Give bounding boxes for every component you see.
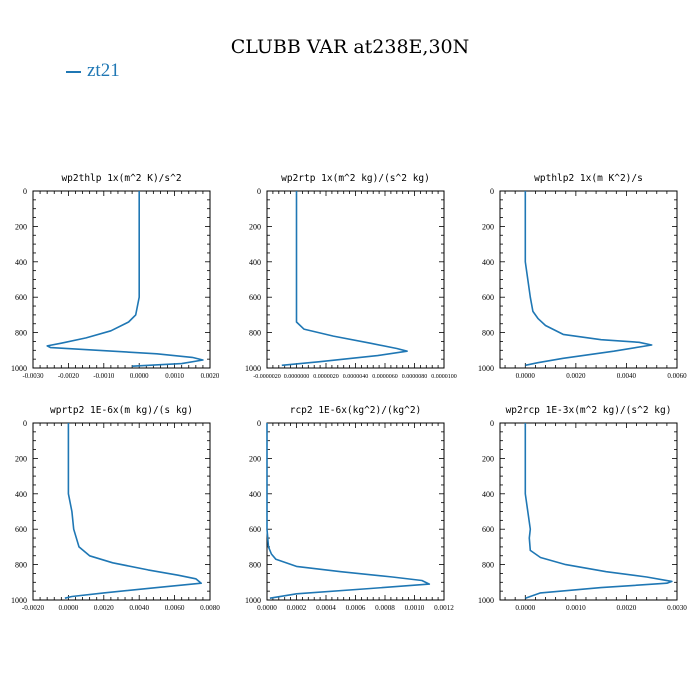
- panel-2: wp2rtp 1x(m^2 kg)/(s^2 kg) 0 200 400 600 800 1…: [245, 173, 457, 380]
- y-tick-label: 0: [23, 187, 27, 196]
- y-tick-label: 200: [15, 454, 27, 463]
- panel-frame: [32, 190, 211, 369]
- panel-3: wpthlp2 1x(m K^2)/s 0 200 400 600 800 1000 0.00…: [478, 173, 687, 380]
- panel-frame: [32, 422, 211, 601]
- x-tick-label: 0.0000020: [313, 374, 339, 380]
- x-tick-label: 0.0030: [667, 604, 687, 612]
- series-line: [46, 191, 204, 367]
- x-tick-label: -0.0020: [22, 604, 45, 612]
- y-tick-label: 600: [249, 525, 261, 534]
- panel-frame: [266, 190, 445, 369]
- y-tick-label: 0: [490, 187, 494, 196]
- x-tick-label: 0.0020: [201, 373, 220, 380]
- panel-frame: [499, 422, 678, 601]
- series-line: [64, 423, 202, 599]
- y-tick-label: 400: [482, 490, 494, 499]
- y-tick-label: 200: [482, 454, 494, 463]
- panel-1: wp2thlp 1x(m^2 K)/s^202004006008001000-0…: [11, 173, 220, 380]
- x-tick-label: 0.0000: [257, 604, 277, 612]
- y-tick-label: 800: [249, 329, 261, 338]
- y-tick-label: 800: [15, 329, 27, 338]
- y-tick-label: 1000: [11, 364, 27, 373]
- x-tick-label: 0.0020: [566, 372, 586, 380]
- series-line: [524, 191, 653, 367]
- x-tick-label: 0.0000060: [372, 374, 398, 380]
- legend: zt21: [66, 60, 120, 82]
- x-tick-label: 0.0000000: [284, 374, 310, 380]
- panel-4: wprtp2 1E-6x(m kg)/(s kg) 0 200 400 600 800 10…: [11, 405, 220, 612]
- series-line: [266, 423, 431, 599]
- y-tick-label: 800: [15, 561, 27, 570]
- y-tick-label: 200: [482, 222, 494, 231]
- y-tick-label: 400: [249, 490, 261, 499]
- x-tick-label: 0.0012: [434, 604, 454, 612]
- x-tick-label: -0.0000020: [253, 374, 281, 380]
- y-tick-label: 0: [257, 419, 261, 428]
- panel-title: wprtp2 1E-6x(m kg)/(s kg): [50, 405, 193, 416]
- x-tick-label: 0.0020: [617, 604, 637, 612]
- panel-title: wpthlp2 1x(m K^2)/s: [534, 173, 643, 184]
- y-tick-label: 1000: [245, 364, 261, 373]
- y-tick-label: 0: [257, 187, 261, 196]
- y-tick-label: 600: [482, 525, 494, 534]
- y-tick-label: 0: [23, 419, 27, 428]
- legend-label: zt21: [87, 60, 120, 81]
- x-tick-label: 0.0020: [94, 604, 114, 612]
- y-tick-label: 400: [249, 258, 261, 267]
- y-tick-label: 1000: [245, 596, 261, 605]
- legend-line-swatch: [66, 71, 81, 73]
- x-tick-label: 0.0010: [566, 604, 586, 612]
- panel-5: rcp2 1E-6x(kg^2)/(kg^2) 0 200 400 600 800 1000…: [245, 405, 454, 612]
- y-tick-label: 600: [482, 293, 494, 302]
- x-tick-label: 0.0000100: [431, 374, 457, 380]
- y-tick-label: 800: [482, 561, 494, 570]
- x-tick-label: 0.0060: [165, 604, 185, 612]
- panel-frame: [499, 190, 678, 369]
- y-tick-label: 600: [249, 293, 261, 302]
- series-line: [524, 423, 673, 599]
- x-tick-label: 0.0000: [515, 604, 535, 612]
- panel-title: wp2thlp 1x(m^2 K)/s^2: [61, 173, 181, 184]
- x-tick-label: 0.0080: [200, 604, 220, 612]
- series-line: [281, 191, 408, 367]
- x-tick-label: 0.0004: [316, 604, 336, 612]
- x-tick-label: 0.0010: [165, 373, 184, 380]
- figure-title: CLUBB VAR at238E,30N: [230, 36, 470, 58]
- x-tick-label: 0.0010: [405, 604, 425, 612]
- y-tick-label: 1000: [478, 364, 494, 373]
- panel-title: rcp2 1E-6x(kg^2)/(kg^2): [290, 405, 422, 416]
- y-tick-label: 400: [15, 258, 27, 267]
- y-tick-label: 0: [490, 419, 494, 428]
- x-tick-label: 0.0040: [617, 372, 637, 380]
- y-tick-label: 600: [15, 293, 27, 302]
- x-tick-label: -0.0020: [58, 373, 80, 380]
- y-tick-label: 800: [249, 561, 261, 570]
- y-tick-label: 1000: [11, 596, 27, 605]
- x-tick-label: 0.0000040: [343, 374, 369, 380]
- panel-title: wp2rcp 1E-3x(m^2 kg)/(s^2 kg): [506, 405, 672, 416]
- x-tick-label: 0.0006: [346, 604, 366, 612]
- y-tick-label: 200: [249, 454, 261, 463]
- x-tick-label: 0.0008: [375, 604, 395, 612]
- y-tick-label: 400: [482, 258, 494, 267]
- panel-6: wp2rcp 1E-3x(m^2 kg)/(s^2 kg) 0 200 400 600 8…: [478, 405, 687, 612]
- y-tick-label: 600: [15, 525, 27, 534]
- x-tick-label: 0.0000: [130, 373, 149, 380]
- x-tick-label: 0.0060: [667, 372, 687, 380]
- x-tick-label: 0.0002: [287, 604, 307, 612]
- x-tick-label: -0.0010: [93, 373, 115, 380]
- y-tick-label: 800: [482, 329, 494, 338]
- x-tick-label: 0.0000: [59, 604, 79, 612]
- x-tick-label: 0.0000080: [402, 374, 428, 380]
- y-tick-label: 400: [15, 490, 27, 499]
- y-tick-label: 200: [15, 222, 27, 231]
- y-tick-label: 1000: [478, 596, 494, 605]
- x-tick-label: 0.0000: [516, 372, 536, 380]
- y-tick-label: 200: [249, 222, 261, 231]
- x-tick-label: -0.0030: [23, 373, 45, 380]
- panel-title: wp2rtp 1x(m^2 kg)/(s^2 kg): [281, 173, 430, 184]
- x-tick-label: 0.0040: [129, 604, 149, 612]
